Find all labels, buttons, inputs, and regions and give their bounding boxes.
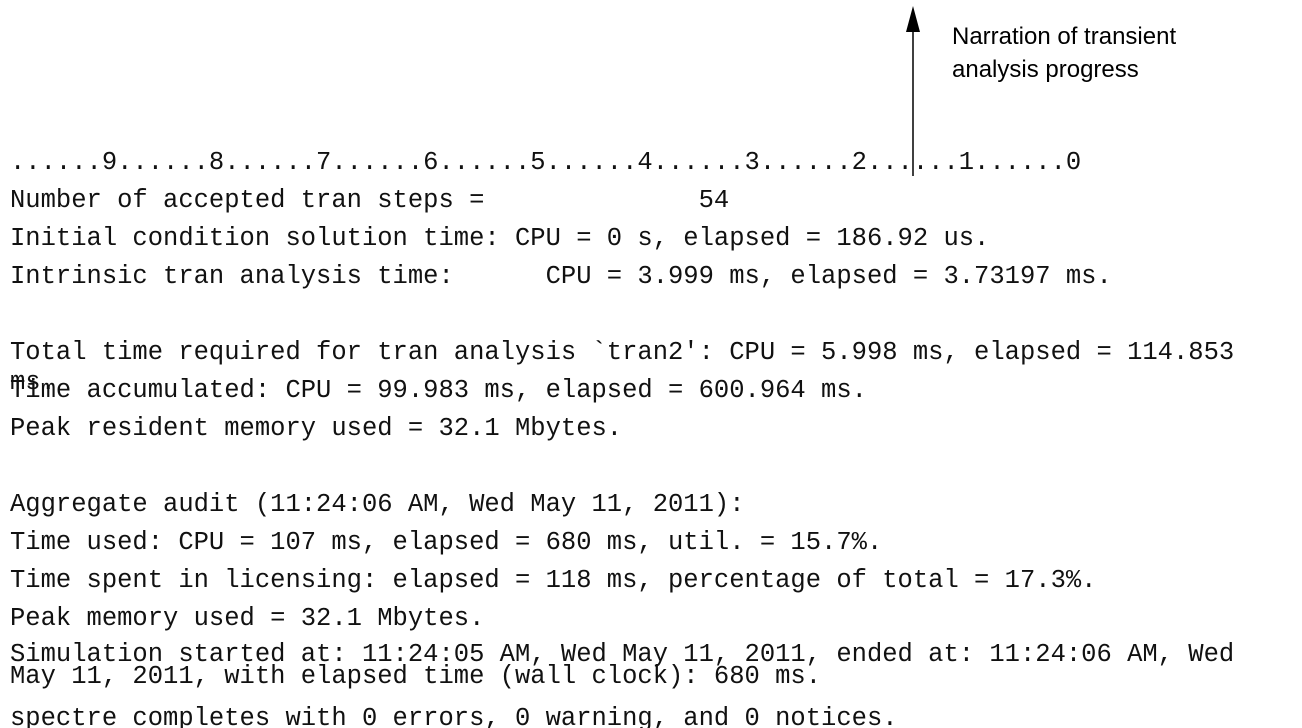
annotation-line: Narration of transient — [952, 23, 1177, 50]
annotation-line: analysis progress — [952, 56, 1139, 83]
log-line: Total time required for tran analysis `t… — [10, 338, 1250, 397]
log-line: Simulation started at: 11:24:05 AM, Wed … — [10, 640, 1250, 691]
log-line: Time used: CPU = 107 ms, elapsed = 680 m… — [10, 528, 883, 557]
log-line: Time accumulated: CPU = 99.983 ms, elaps… — [10, 376, 867, 405]
log-line: Intrinsic tran analysis time: CPU = 3.99… — [10, 262, 1112, 291]
log-line: Time spent in licensing: elapsed = 118 m… — [10, 566, 1097, 595]
log-line: spectre completes with 0 errors, 0 warni… — [10, 704, 898, 728]
log-line: Peak memory used = 32.1 Mbytes. — [10, 604, 485, 633]
log-line: ......9......8......7......6......5.....… — [10, 148, 1082, 177]
log-line: Aggregate audit (11:24:06 AM, Wed May 11… — [10, 490, 745, 519]
log-line: Initial condition solution time: CPU = 0… — [10, 224, 990, 253]
log-line: Number of accepted tran steps = 54 — [10, 186, 730, 215]
log-line: Peak resident memory used = 32.1 Mbytes. — [10, 414, 623, 443]
